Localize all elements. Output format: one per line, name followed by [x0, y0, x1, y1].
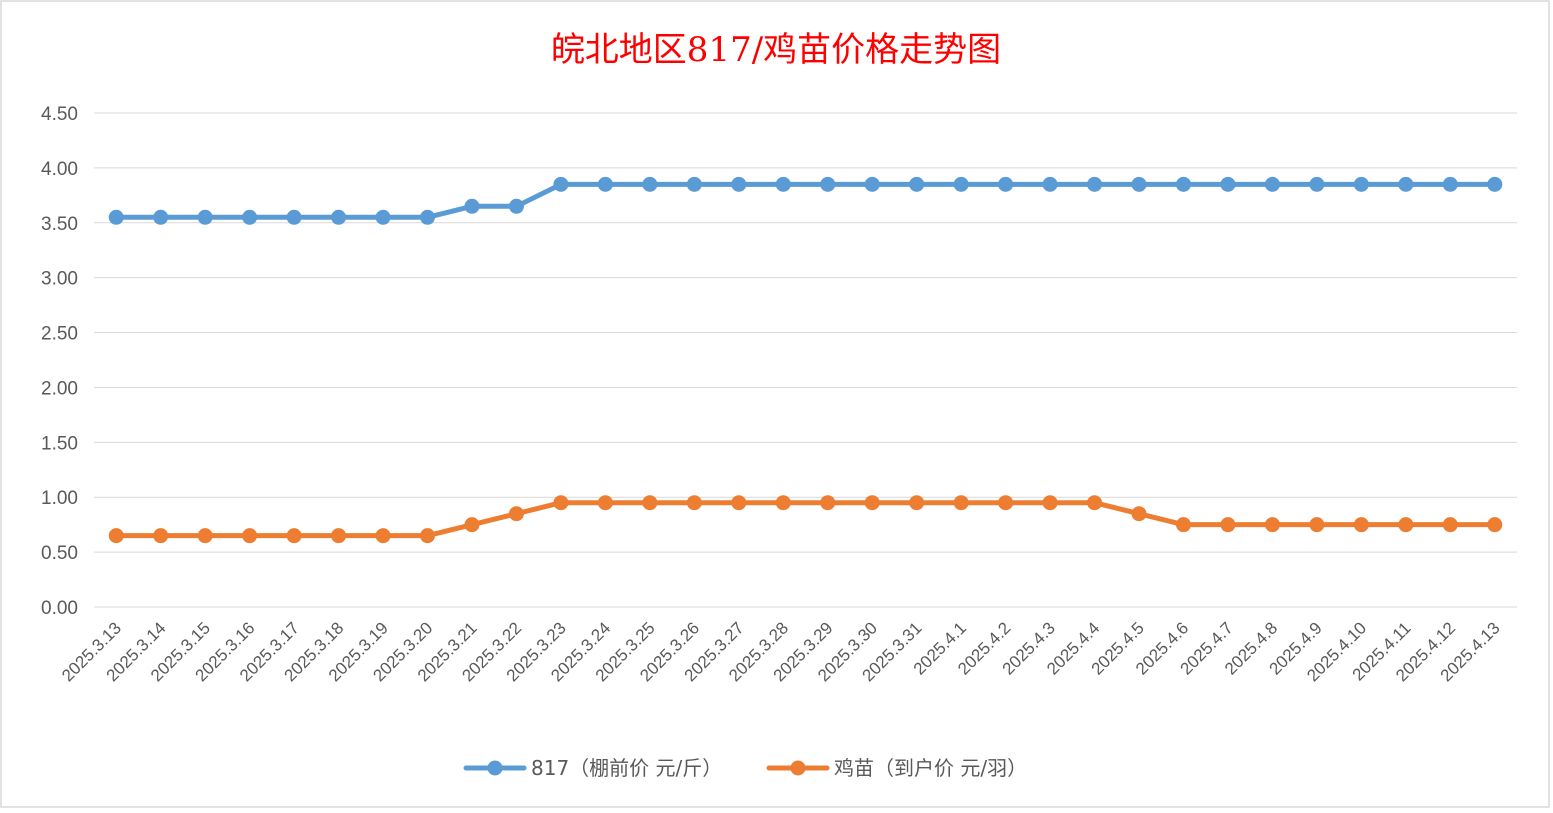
data-point	[820, 495, 836, 511]
y-tick-label: 1.00	[41, 488, 78, 509]
data-point	[375, 528, 391, 544]
data-point	[1220, 176, 1236, 192]
data-point	[953, 176, 969, 192]
data-point	[553, 495, 569, 511]
data-point	[998, 176, 1014, 192]
data-point	[998, 495, 1014, 511]
data-point	[953, 495, 969, 511]
data-point	[375, 209, 391, 225]
series-1	[108, 176, 1503, 225]
y-axis-ticks: 0.00 0.50 1.00 1.50 2.00 2.50 3.00 3.50 4.00 4.50	[41, 104, 78, 619]
data-point	[331, 209, 347, 225]
data-point	[1487, 517, 1503, 533]
y-tick-label: 4.00	[41, 159, 78, 180]
data-point	[1042, 495, 1058, 511]
y-tick-label: 3.00	[41, 269, 78, 290]
data-point	[108, 209, 124, 225]
data-point	[242, 209, 258, 225]
data-point	[1264, 517, 1280, 533]
data-point	[1353, 517, 1369, 533]
series-2	[108, 495, 1503, 544]
data-point	[686, 495, 702, 511]
data-point	[420, 209, 436, 225]
data-point	[197, 209, 213, 225]
legend-label: 鸡苗（到户价 元/羽）	[834, 756, 1027, 780]
data-point	[731, 176, 747, 192]
data-point	[597, 495, 613, 511]
data-point	[597, 176, 613, 192]
data-point	[1131, 506, 1147, 522]
legend-swatch-marker	[790, 760, 806, 776]
data-point	[508, 198, 524, 214]
data-point	[1131, 176, 1147, 192]
data-point	[464, 517, 480, 533]
data-point	[464, 198, 480, 214]
legend-swatch-marker	[487, 760, 503, 776]
data-point	[1175, 176, 1191, 192]
gridlines	[94, 112, 1517, 608]
legend-label: 817（棚前价 元/斤）	[531, 756, 722, 780]
legend[interactable]: 817（棚前价 元/斤） 鸡苗（到户价 元/羽）	[463, 756, 1027, 780]
y-tick-label: 0.50	[41, 543, 78, 564]
data-point	[1353, 176, 1369, 192]
data-point	[1487, 176, 1503, 192]
data-point	[775, 495, 791, 511]
y-tick-label: 1.50	[41, 433, 78, 454]
chart-title: 皖北地区817/鸡苗价格走势图	[551, 30, 1001, 70]
data-point	[820, 176, 836, 192]
data-point	[864, 176, 880, 192]
data-point	[1087, 495, 1103, 511]
data-point	[153, 528, 169, 544]
data-point	[731, 495, 747, 511]
data-point	[686, 176, 702, 192]
data-point	[1042, 176, 1058, 192]
data-point	[1398, 517, 1414, 533]
data-point	[331, 528, 347, 544]
y-tick-label: 3.50	[41, 214, 78, 235]
data-point	[508, 506, 524, 522]
y-tick-label: 4.50	[41, 104, 78, 125]
y-tick-label: 2.50	[41, 324, 78, 345]
data-point	[642, 495, 658, 511]
data-point	[1175, 517, 1191, 533]
data-point	[1398, 176, 1414, 192]
data-point	[1264, 176, 1280, 192]
data-point	[242, 528, 258, 544]
data-point	[642, 176, 658, 192]
data-point	[1309, 176, 1325, 192]
legend-entry[interactable]: 鸡苗（到户价 元/羽）	[766, 756, 1027, 780]
data-point	[1442, 517, 1458, 533]
data-point	[1442, 176, 1458, 192]
data-point	[1087, 176, 1103, 192]
data-point	[153, 209, 169, 225]
data-point	[197, 528, 213, 544]
data-point	[864, 495, 880, 511]
y-tick-label: 0.00	[41, 598, 78, 619]
data-point	[1220, 517, 1236, 533]
data-point	[909, 495, 925, 511]
y-tick-label: 2.00	[41, 378, 78, 399]
data-point	[286, 528, 302, 544]
series-layer	[108, 176, 1503, 544]
data-point	[286, 209, 302, 225]
data-point	[775, 176, 791, 192]
legend-entry[interactable]: 817（棚前价 元/斤）	[463, 756, 722, 780]
data-point	[108, 528, 124, 544]
data-point	[553, 176, 569, 192]
data-point	[909, 176, 925, 192]
data-point	[420, 528, 436, 544]
data-point	[1309, 517, 1325, 533]
